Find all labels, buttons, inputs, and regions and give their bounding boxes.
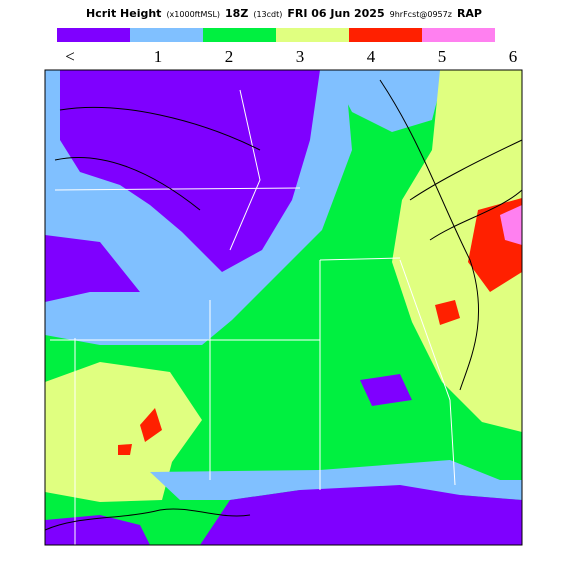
map-region (360, 374, 412, 406)
state-border (399, 259, 456, 486)
title-part: Hcrit Height (86, 7, 161, 20)
legend-label: < (65, 47, 75, 66)
legend-label: 3 (296, 47, 305, 66)
title-part: 18Z (225, 7, 248, 20)
legend-swatch (276, 28, 349, 42)
state-border (229, 89, 261, 251)
title-part: (x1000ftMSL) (166, 10, 220, 19)
legend-swatch (349, 28, 422, 42)
map-region (118, 444, 132, 455)
legend: <1 2 3 4 5 6 (57, 28, 517, 66)
legend-swatch (57, 28, 130, 42)
map-region (200, 485, 522, 545)
map-region (60, 70, 320, 272)
legend-label: 1 (154, 47, 163, 66)
map-region (392, 70, 522, 432)
contour (429, 189, 523, 241)
legend-swatch (130, 28, 203, 42)
map-region (140, 408, 162, 442)
title-part: FRI 06 Jun 2025 (287, 7, 384, 20)
title-part: 9hrFcst@0957z (390, 10, 452, 19)
state-border (54, 187, 301, 191)
legend-label: 2 (225, 47, 234, 66)
contour (54, 156, 201, 211)
map-region (330, 70, 445, 132)
legend-label: 6 (509, 47, 518, 66)
contour (409, 139, 523, 201)
contour (59, 106, 261, 151)
legend-swatch (203, 28, 276, 42)
map-region (45, 362, 202, 502)
title: Hcrit Height (x1000ftMSL) 18Z (13cdt) FRI 06… (86, 7, 482, 20)
map-frame (44, 69, 523, 546)
map-region (435, 300, 460, 325)
map (44, 69, 523, 546)
contour (379, 79, 480, 391)
title-part: (13cdt) (253, 10, 282, 19)
title-part: RAP (457, 7, 482, 20)
map-region (45, 235, 140, 302)
legend-label: 5 (438, 47, 447, 66)
legend-label: 4 (367, 47, 376, 66)
state-border (319, 257, 401, 261)
legend-swatch (422, 28, 495, 42)
map-region (500, 205, 522, 245)
contour (44, 508, 251, 531)
